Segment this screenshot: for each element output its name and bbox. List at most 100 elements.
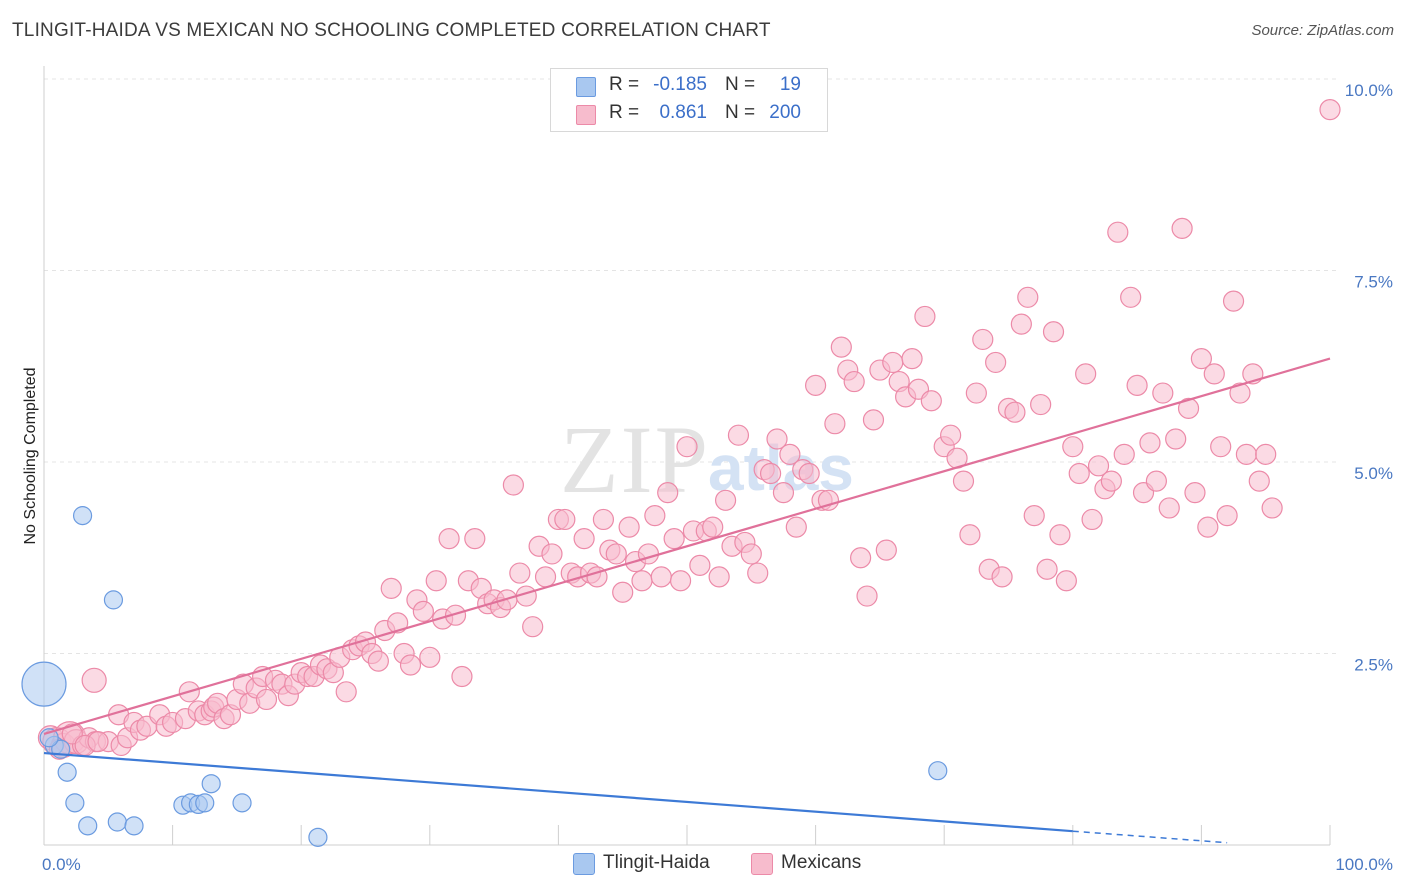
- mexicans-point: [1087, 455, 1110, 477]
- mexicans-point: [798, 462, 820, 485]
- mexicans-point: [952, 470, 975, 492]
- series-mexicans: [37, 99, 1341, 760]
- mexicans-point: [965, 382, 987, 404]
- watermark-zip: ZIP: [560, 406, 710, 513]
- mexicans-point: [1248, 470, 1270, 492]
- mexicans-point: [862, 409, 885, 431]
- tlingit-haida-point: [21, 661, 67, 707]
- mexicans-point: [1010, 313, 1032, 335]
- mexicans-point: [1004, 401, 1026, 423]
- mexicans-point: [650, 566, 672, 588]
- legend-swatch-tlingit-haida: [576, 77, 596, 97]
- mexicans-point: [1203, 363, 1225, 385]
- mexicans-point: [850, 547, 872, 569]
- mexicans-point: [1229, 382, 1251, 404]
- mexicans-point: [1222, 290, 1245, 312]
- mexicans-point: [1235, 443, 1258, 465]
- y-tick-label: 10.0%: [1345, 81, 1393, 100]
- mexicans-point: [914, 305, 936, 328]
- mexicans-point: [419, 646, 441, 668]
- mexicans-point: [824, 413, 846, 435]
- mexicans-point: [747, 562, 769, 584]
- legend-swatch-tlingit-haida: [573, 853, 595, 875]
- tlingit-haida-point: [57, 762, 77, 782]
- legend-r-label: R =: [609, 102, 640, 123]
- mexicans-point: [669, 570, 692, 592]
- mexicans-point: [1261, 497, 1283, 519]
- axes: [43, 66, 1331, 846]
- mexicans-point: [399, 654, 422, 676]
- legend-swatch-mexicans: [576, 105, 596, 125]
- tlingit-haida-point: [201, 774, 221, 794]
- mexicans-point: [1107, 221, 1129, 243]
- mexicans-point: [972, 328, 994, 351]
- trend-line-tlingit-haida: [43, 751, 1073, 833]
- tick-labels: 2.5% 5.0% 7.5% 10.0% 0.0% 100.0%: [42, 81, 1393, 874]
- mexicans-point: [1210, 436, 1232, 458]
- legend-n-value: 200: [769, 102, 801, 123]
- legend-n-label: N =: [725, 102, 756, 123]
- mexicans-point: [1152, 382, 1174, 404]
- chart-title: TLINGIT-HAIDA VS MEXICAN NO SCHOOLING CO…: [12, 20, 771, 41]
- trend-line-mexicans: [43, 357, 1331, 735]
- mexicans-point: [612, 581, 634, 603]
- mexicans-point: [779, 443, 801, 465]
- mexicans-point: [618, 516, 640, 538]
- mexicans-point: [1139, 432, 1161, 454]
- mexicans-point: [785, 516, 807, 538]
- mexicans-point: [1158, 497, 1180, 519]
- mexicans-point: [1216, 505, 1238, 527]
- legend-label-mexicans: Mexicans: [781, 852, 862, 873]
- mexicans-point: [759, 462, 782, 485]
- series-legend: Tlingit-Haida Mexicans: [0, 852, 1406, 878]
- mexicans-point: [1075, 363, 1097, 385]
- legend-label-tlingit-haida: Tlingit-Haida: [603, 852, 710, 873]
- mexicans-point: [727, 424, 750, 446]
- mexicans-point: [1145, 470, 1167, 492]
- mexicans-point: [387, 612, 409, 634]
- mexicans-point: [1017, 286, 1039, 308]
- trend-lines: [43, 357, 1331, 844]
- mexicans-point: [1171, 217, 1193, 239]
- mexicans-point: [335, 681, 357, 703]
- tlingit-haida-point: [103, 590, 124, 610]
- mexicans-point: [1042, 321, 1065, 343]
- mexicans-point: [1197, 516, 1219, 538]
- mexicans-point: [605, 543, 627, 565]
- mexicans-point: [541, 543, 563, 565]
- mexicans-point: [425, 570, 447, 592]
- mexicans-point: [1062, 436, 1084, 458]
- series-tlingit-haida: [21, 506, 948, 847]
- mexicans-point: [1081, 508, 1103, 531]
- mexicans-point: [714, 489, 737, 511]
- mexicans-point: [464, 527, 486, 550]
- legend-row-tlingit-haida: R = -0.185 N = 19: [551, 74, 827, 100]
- mexicans-point: [1184, 482, 1206, 504]
- mexicans-point: [766, 428, 788, 450]
- mexicans-point: [959, 524, 981, 546]
- mexicans-point: [702, 516, 724, 538]
- mexicans-point: [444, 604, 467, 626]
- mexicans-point: [631, 570, 653, 592]
- mexicans-point: [438, 527, 460, 550]
- tlingit-haida-point: [65, 793, 85, 813]
- mexicans-point: [1055, 570, 1077, 592]
- tlingit-haida-point: [78, 816, 98, 836]
- mexicans-point: [1036, 558, 1058, 580]
- mexicans-point: [657, 482, 679, 504]
- tlingit-haida-point: [195, 793, 215, 813]
- mexicans-point: [1126, 374, 1148, 396]
- mexicans-point: [689, 554, 711, 577]
- mexicans-point: [81, 667, 107, 693]
- mexicans-point: [804, 374, 827, 396]
- y-tick-label: 2.5%: [1354, 656, 1393, 675]
- mexicans-point: [663, 527, 685, 550]
- mexicans-point: [740, 543, 762, 565]
- mexicans-point: [534, 566, 557, 588]
- mexicans-point: [592, 508, 615, 531]
- source-credit: Source: ZipAtlas.com: [1251, 22, 1394, 39]
- tlingit-haida-point: [72, 506, 93, 526]
- mexicans-point: [1023, 505, 1045, 527]
- legend-r-label: R =: [609, 74, 640, 95]
